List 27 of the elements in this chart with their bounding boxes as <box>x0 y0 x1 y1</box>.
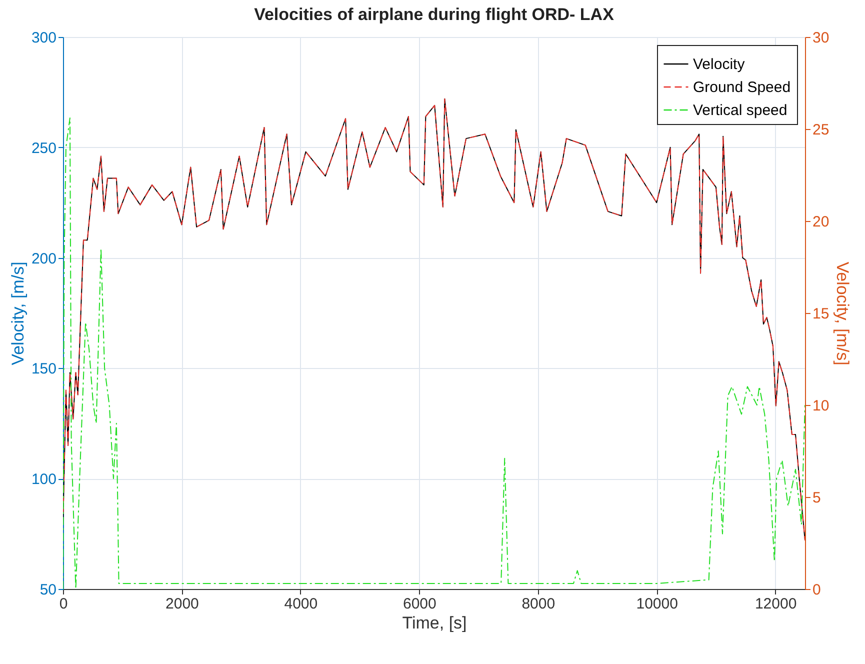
y2-tick-label: 5 <box>812 490 821 506</box>
y-tick-label: 100 <box>31 471 56 488</box>
y2-tick-label: 30 <box>812 30 830 46</box>
y2-tick-label: 20 <box>812 214 830 230</box>
x-axis-title: Time, [s] <box>402 614 467 632</box>
chart-title: Velocities of airplane during flight ORD- LAX <box>254 5 615 24</box>
legend-label: Velocity <box>693 56 746 73</box>
y-tick-label: 200 <box>31 250 56 268</box>
y2-tick-label: 0 <box>812 582 821 598</box>
y2-axis-title: Velocity, [m/s] <box>833 262 852 366</box>
x-tick-label: 12000 <box>754 596 797 612</box>
x-tick-label: 4000 <box>284 596 318 612</box>
x-tick-label: 8000 <box>522 596 556 612</box>
x-tick-label: 0 <box>59 596 68 612</box>
y-tick-label: 150 <box>31 360 56 378</box>
y2-tick-label: 15 <box>812 306 830 322</box>
y-axis-title: Velocity, [m/s] <box>8 262 28 366</box>
x-tick-label: 6000 <box>402 596 436 612</box>
y2-tick-label: 10 <box>812 398 830 414</box>
x-tick-label: 2000 <box>166 596 199 612</box>
y-tick-label: 50 <box>40 582 56 598</box>
y-tick-label: 250 <box>31 140 56 157</box>
legend-label: Ground Speed <box>693 79 791 96</box>
y2-tick-label: 25 <box>812 122 830 138</box>
legend-label: Vertical speed <box>693 102 788 119</box>
y-tick-label: 300 <box>31 30 56 46</box>
x-tick-label: 10000 <box>636 596 678 612</box>
